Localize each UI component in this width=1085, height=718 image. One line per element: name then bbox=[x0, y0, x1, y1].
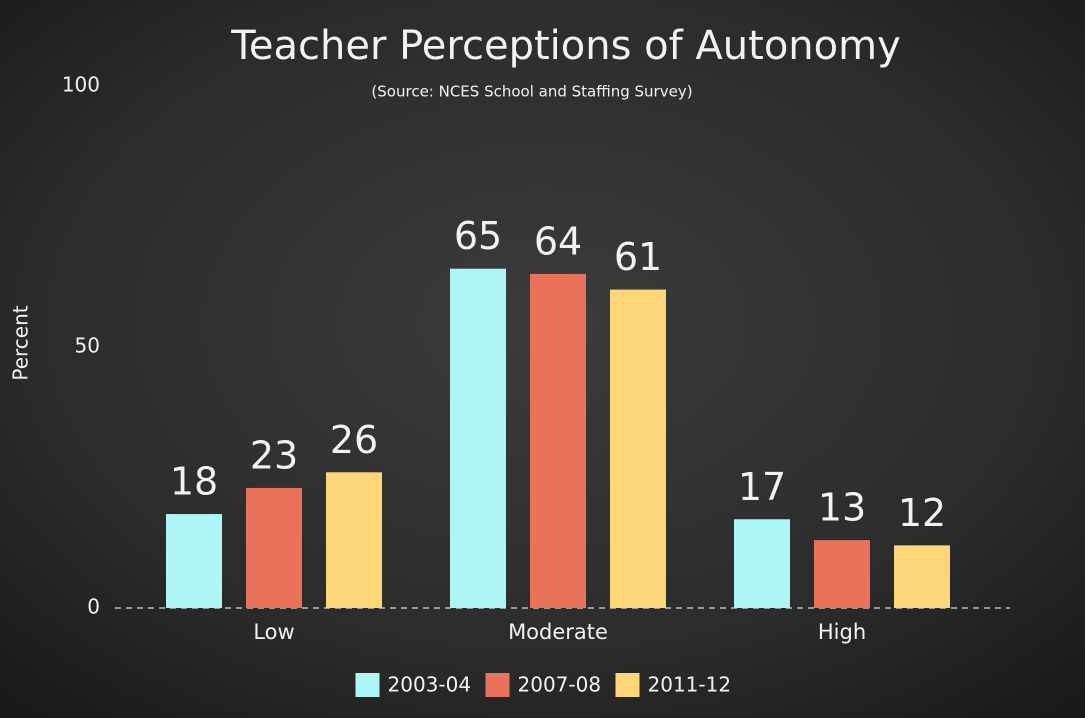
legend-label: 2003-04 bbox=[388, 673, 472, 697]
data-label: 12 bbox=[898, 491, 946, 535]
y-tick-label: 0 bbox=[87, 595, 100, 619]
bar bbox=[166, 514, 222, 608]
bar bbox=[814, 540, 870, 608]
bar bbox=[894, 545, 950, 608]
x-tick-label: Low bbox=[253, 620, 294, 644]
legend-swatch bbox=[355, 673, 380, 697]
y-tick-label: 100 bbox=[62, 73, 100, 97]
data-label: 65 bbox=[454, 214, 502, 258]
data-label: 61 bbox=[614, 235, 662, 279]
data-label: 17 bbox=[738, 465, 786, 509]
bar bbox=[450, 268, 506, 608]
legend-label: 2007-08 bbox=[518, 673, 602, 697]
chart-subtitle: (Source: NCES School and Staffing Survey… bbox=[371, 83, 692, 101]
data-label: 18 bbox=[170, 460, 218, 504]
bar bbox=[530, 273, 586, 608]
bar bbox=[246, 487, 302, 608]
y-tick-label: 50 bbox=[75, 334, 100, 358]
chart-title: Teacher Perceptions of Autonomy bbox=[230, 23, 901, 69]
bar bbox=[326, 472, 382, 608]
data-label: 26 bbox=[330, 418, 378, 462]
data-label: 64 bbox=[534, 219, 582, 263]
legend-label: 2011-12 bbox=[648, 673, 732, 697]
x-tick-label: High bbox=[818, 620, 866, 644]
y-axis-label: Percent bbox=[9, 305, 33, 380]
data-label: 23 bbox=[250, 433, 298, 477]
bar bbox=[610, 289, 666, 608]
data-label: 13 bbox=[818, 486, 866, 530]
bar bbox=[734, 519, 790, 608]
legend-swatch bbox=[615, 673, 640, 697]
x-tick-label: Moderate bbox=[508, 620, 608, 644]
legend-swatch bbox=[485, 673, 510, 697]
